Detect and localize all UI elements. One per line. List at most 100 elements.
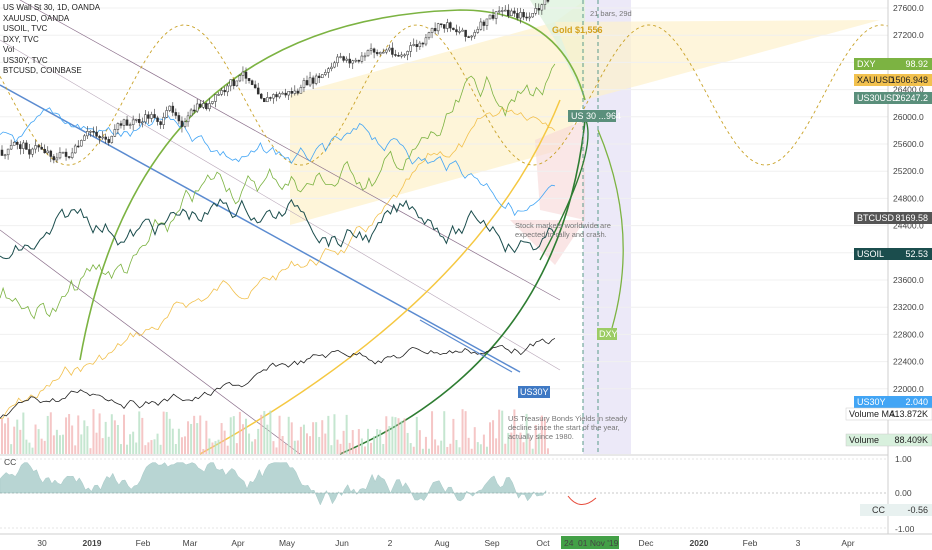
- price-tick-4: 26000.0: [893, 112, 924, 122]
- volume-bar: [71, 425, 74, 454]
- volume-bar: [269, 410, 272, 454]
- legend-item-btcusd[interactable]: BTCUSD, COINBASE: [3, 66, 82, 75]
- volume-bar: [165, 411, 168, 454]
- volume-bar: [19, 429, 22, 454]
- tag-bg-dxy: [854, 58, 932, 70]
- channel-upper: [19, 0, 561, 301]
- volume-bar: [80, 434, 83, 454]
- bond-arrow: [419, 319, 513, 373]
- legend-item-xauusd[interactable]: XAUUSD, OANDA: [3, 13, 70, 23]
- volume-bar: [403, 418, 406, 454]
- candle: [287, 91, 290, 96]
- volume-bar: [522, 442, 525, 454]
- candle: [113, 129, 117, 137]
- volume-bar: [519, 432, 522, 454]
- candle: [238, 75, 242, 82]
- candle: [177, 115, 181, 122]
- candle: [125, 119, 129, 126]
- volume-bar: [52, 435, 55, 454]
- candle: [461, 29, 464, 32]
- volume-bar: [171, 428, 174, 454]
- candle: [497, 10, 501, 13]
- volume-bar: [507, 432, 510, 454]
- candle: [80, 140, 83, 147]
- volume-bar: [28, 442, 31, 454]
- candle: [342, 56, 345, 61]
- candle: [269, 97, 272, 99]
- volume-bar: [299, 426, 302, 454]
- candle: [229, 79, 232, 87]
- volume-bar: [77, 415, 80, 454]
- volume-bar: [388, 426, 391, 454]
- volume-bar: [397, 418, 400, 454]
- legend-item-dxy[interactable]: DXY, TVC: [3, 34, 39, 44]
- volume-bar: [104, 421, 107, 454]
- candle: [464, 29, 467, 37]
- tag-name-usoil: USOIL: [857, 249, 884, 259]
- candle: [439, 23, 443, 25]
- candle: [330, 66, 333, 69]
- legend-item-us30y[interactable]: US30Y, TVC: [3, 55, 48, 65]
- candle: [52, 156, 56, 161]
- volume-bar: [458, 447, 461, 454]
- candle: [22, 142, 25, 149]
- candle: [433, 28, 437, 32]
- candle: [220, 90, 223, 95]
- legend-main-symbol[interactable]: US Wall St 30, 1D, OANDA: [3, 3, 101, 12]
- volume-bar: [138, 411, 141, 454]
- volume-bar: [449, 443, 452, 454]
- volume-bar: [126, 444, 129, 454]
- tag-name-us30y: US30Y: [857, 397, 886, 407]
- volume-bar: [409, 443, 412, 454]
- candle: [195, 103, 199, 112]
- volume-bar: [83, 420, 86, 454]
- time-tick-7: 2: [388, 538, 393, 548]
- candle: [470, 35, 473, 38]
- tag-value-dxy: 98.92: [905, 59, 928, 69]
- legend-item-usoil[interactable]: USOIL, TVC: [3, 24, 48, 33]
- tag-value-volume: 88.409K: [894, 435, 928, 445]
- volume-bar: [245, 418, 247, 454]
- time-tick-0: 30: [37, 538, 47, 548]
- price-tick-12: 22800.0: [893, 329, 924, 339]
- candle: [540, 4, 544, 11]
- time-tick-1: 2019: [83, 538, 102, 548]
- candle: [253, 84, 257, 89]
- candle: [531, 13, 534, 18]
- candle: [290, 91, 293, 94]
- volume-bar: [177, 428, 180, 454]
- volume-bar: [116, 425, 119, 454]
- legend-item-vol[interactable]: Vol: [3, 45, 15, 54]
- volume-bar: [479, 444, 482, 454]
- volume-bar: [415, 416, 418, 454]
- volume-bar: [296, 440, 299, 454]
- volume-bar: [187, 421, 190, 454]
- candle: [430, 28, 434, 33]
- volume-bar: [86, 426, 89, 454]
- volume-bar: [241, 424, 244, 454]
- tag-bg-volume-ma: [845, 407, 932, 421]
- candle: [485, 18, 489, 26]
- candle: [409, 45, 412, 52]
- candle: [385, 49, 388, 53]
- candle: [147, 114, 150, 119]
- green-ellipse-arc: [79, 9, 586, 361]
- candle: [525, 16, 528, 19]
- bond-note-3: actually since 1980.: [508, 432, 574, 441]
- volume-bar: [92, 409, 95, 454]
- volume-bar: [31, 447, 34, 454]
- tag-name-us30usd: US30USD: [857, 93, 899, 103]
- volume-bar: [321, 420, 324, 454]
- tag-name-volume-ma: Volume MA: [849, 409, 895, 419]
- candle: [144, 114, 147, 123]
- volume-bar: [43, 440, 46, 454]
- time-tick-4: Apr: [231, 538, 244, 548]
- time-tick-11: Dec: [638, 538, 654, 548]
- candle: [40, 146, 43, 150]
- volume-bar: [162, 411, 165, 454]
- tag-bg-volume: [845, 433, 932, 447]
- volume-bar: [89, 448, 92, 454]
- cc-arrow: [567, 495, 597, 505]
- candle: [232, 79, 236, 87]
